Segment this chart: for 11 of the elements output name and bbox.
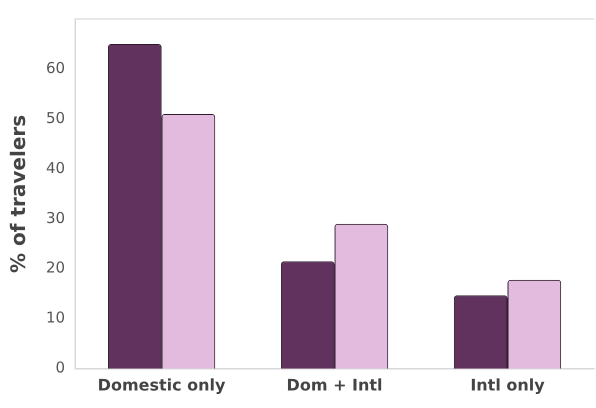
y-tick-label: 50 bbox=[46, 108, 66, 127]
y-tick-label: 60 bbox=[46, 58, 66, 77]
y-axis-title: % of travelers bbox=[6, 114, 30, 273]
y-tick-label: 20 bbox=[46, 258, 66, 277]
y-tick-label: 10 bbox=[46, 308, 66, 327]
y-tick-label: 30 bbox=[46, 208, 66, 227]
x-tick-label: Intl only bbox=[470, 376, 546, 395]
y-tick-label: 40 bbox=[46, 158, 66, 177]
x-tick-label: Dom + Intl bbox=[286, 376, 383, 395]
y-tick-label: 0 bbox=[56, 358, 66, 377]
x-tick-label: Domestic only bbox=[98, 376, 226, 395]
